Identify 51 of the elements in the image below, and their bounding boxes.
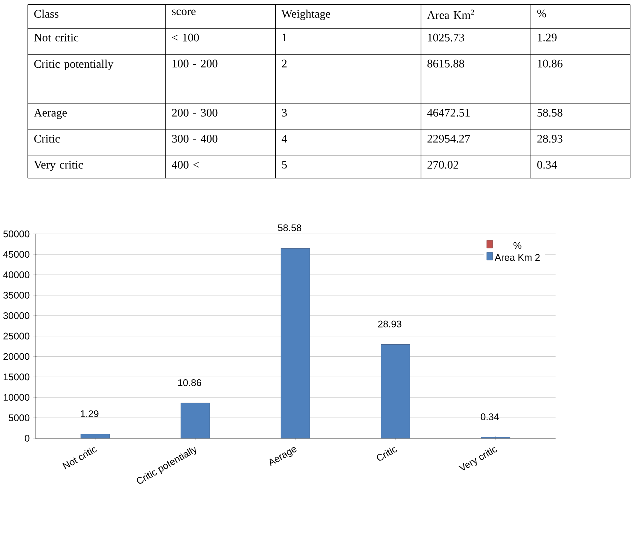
data-label: 0.34	[481, 414, 500, 421]
text: Very critic	[34, 161, 84, 172]
y-tick-label: 20000	[4, 353, 30, 360]
data-label: 28.93	[378, 320, 402, 328]
text: score	[172, 10, 196, 16]
text: 1025.73	[428, 34, 464, 42]
text: Weightage	[282, 10, 330, 20]
y-tick-label: 5000	[8, 414, 30, 422]
text: 100 - 200	[172, 60, 218, 68]
text: 300 - 400	[172, 135, 218, 144]
text: 1	[282, 34, 287, 42]
text: %	[537, 10, 546, 18]
data-label: 58.58	[278, 224, 302, 232]
text: 5	[282, 161, 288, 169]
text: Area Km$^{2}$	[427, 10, 474, 20]
data-label: 10.86	[178, 380, 202, 386]
x-tick-label: Very critic	[458, 448, 498, 471]
x-tick-label: Critic	[377, 448, 398, 462]
data-label: 1.29	[81, 410, 99, 418]
y-tick-label: 0	[25, 435, 30, 442]
text: 8615.88	[428, 60, 464, 68]
text: 200 - 300	[172, 109, 218, 118]
y-tick-label: 15000	[4, 374, 30, 381]
text: 400 <	[172, 161, 199, 170]
text: Critic	[34, 135, 60, 143]
y-tick-label: 50000	[4, 230, 30, 238]
text: 3	[282, 109, 288, 117]
text: Critic potentially	[34, 60, 114, 71]
x-tick-label: Not critic	[62, 448, 97, 470]
legend-label: Area Km 2	[494, 254, 540, 262]
text: 22954.27	[428, 135, 470, 144]
text: 58.58	[538, 109, 563, 118]
legend-label: %	[514, 242, 522, 250]
text: 28.93	[538, 135, 563, 144]
y-tick-label: 35000	[4, 292, 30, 299]
text: < 100	[172, 34, 200, 42]
text: 10.86	[538, 60, 563, 68]
text: 4	[282, 135, 288, 143]
text: 0.34	[538, 161, 558, 170]
text: 1.29	[538, 34, 557, 42]
y-tick-label: 10000	[4, 394, 30, 402]
text: 2	[282, 60, 287, 68]
y-tick-label: 40000	[3, 272, 30, 279]
text: Not critic	[34, 34, 79, 42]
text: 270.02	[428, 161, 458, 170]
y-tick-label: 45000	[3, 251, 30, 258]
text: Aerage	[34, 109, 68, 120]
y-tick-label: 25000	[4, 333, 30, 340]
text: Class	[34, 10, 59, 18]
y-tick-label: 30000	[4, 312, 30, 320]
text: 46472.51	[427, 109, 470, 118]
